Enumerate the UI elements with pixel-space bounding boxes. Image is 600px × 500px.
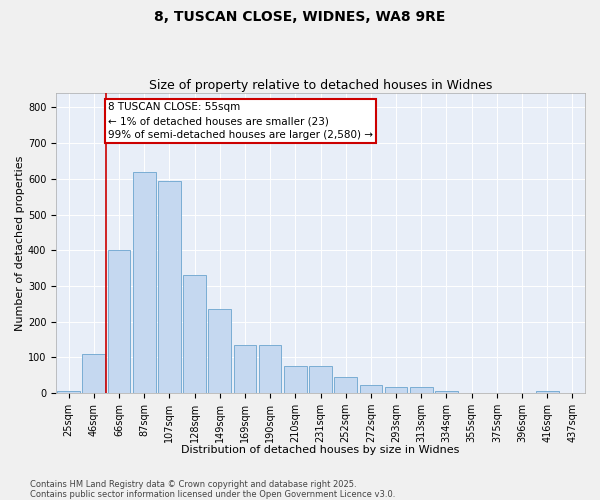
Y-axis label: Number of detached properties: Number of detached properties <box>15 156 25 331</box>
Bar <box>536 391 559 393</box>
Bar <box>82 354 105 393</box>
Bar <box>435 391 458 393</box>
X-axis label: Distribution of detached houses by size in Widnes: Distribution of detached houses by size … <box>181 445 460 455</box>
Text: 8, TUSCAN CLOSE, WIDNES, WA8 9RE: 8, TUSCAN CLOSE, WIDNES, WA8 9RE <box>154 10 446 24</box>
Bar <box>57 391 80 393</box>
Bar <box>208 309 231 393</box>
Text: 8 TUSCAN CLOSE: 55sqm
← 1% of detached houses are smaller (23)
99% of semi-detac: 8 TUSCAN CLOSE: 55sqm ← 1% of detached h… <box>107 102 373 140</box>
Bar <box>385 386 407 393</box>
Bar <box>309 366 332 393</box>
Bar <box>259 345 281 393</box>
Title: Size of property relative to detached houses in Widnes: Size of property relative to detached ho… <box>149 79 492 92</box>
Bar <box>334 377 357 393</box>
Text: Contains HM Land Registry data © Crown copyright and database right 2025.
Contai: Contains HM Land Registry data © Crown c… <box>30 480 395 499</box>
Bar <box>107 250 130 393</box>
Bar <box>284 366 307 393</box>
Bar <box>233 345 256 393</box>
Bar <box>133 172 155 393</box>
Bar <box>183 275 206 393</box>
Bar <box>158 180 181 393</box>
Bar <box>410 386 433 393</box>
Bar <box>359 385 382 393</box>
